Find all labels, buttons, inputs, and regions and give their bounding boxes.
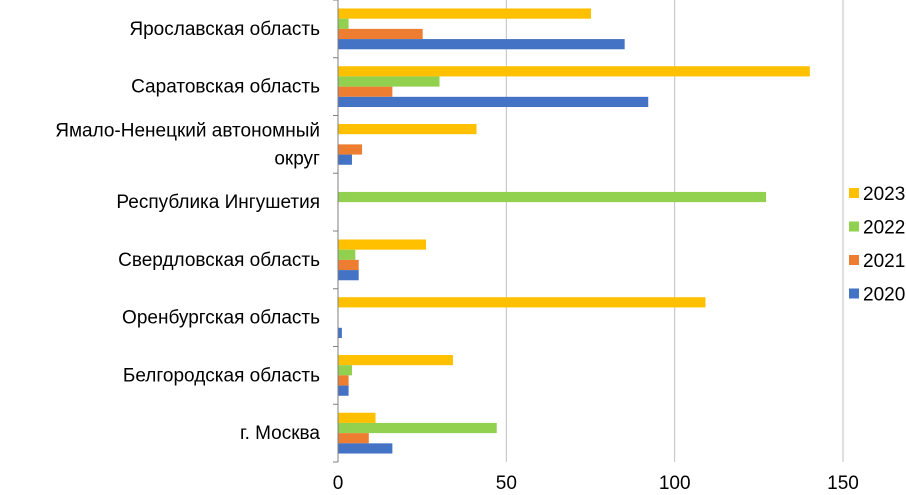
bar-2023-7 — [338, 412, 376, 423]
category-label-1: Саратовская область — [131, 77, 320, 98]
bar-2021-7 — [338, 433, 369, 444]
bar-2022-1 — [338, 76, 440, 87]
bar-2021-6 — [338, 375, 349, 386]
x-tick-label-150: 150 — [827, 473, 859, 494]
axes — [333, 0, 339, 463]
bar-2023-6 — [338, 354, 453, 366]
bars — [338, 8, 810, 454]
category-label-7: г. Москва — [240, 423, 320, 444]
legend-swatch-2020 — [849, 288, 859, 299]
category-label-line: округ — [274, 148, 320, 169]
category-label-0: Ярославская область — [129, 19, 320, 40]
category-label-line: г. Москва — [240, 423, 320, 444]
bar-2021-4 — [338, 259, 359, 271]
category-label-line: Саратовская область — [131, 77, 320, 98]
tick-labels: 0 50 100 150 — [333, 473, 859, 494]
category-label-line: Ярославская область — [129, 19, 320, 40]
gridlines — [505, 0, 844, 462]
legend-label-2020: 2020 — [863, 285, 905, 306]
bar-2021-0 — [338, 28, 423, 40]
bar-2020-4 — [338, 270, 359, 281]
bar-2022-4 — [338, 249, 356, 260]
category-label-6: Белгородская область — [123, 365, 320, 386]
legend-label-2021: 2021 — [863, 251, 905, 272]
category-label-4: Свердловская область — [118, 250, 320, 271]
legend-label-2023: 2023 — [863, 184, 905, 205]
bar-2021-1 — [338, 86, 393, 97]
legend: 2023 2022 2021 2020 — [849, 184, 905, 306]
bar-2022-3 — [338, 191, 767, 203]
x-tick-label-100: 100 — [659, 473, 691, 494]
bar-2023-5 — [338, 297, 706, 308]
bar-2023-4 — [338, 239, 427, 250]
legend-swatch-2021 — [849, 255, 859, 265]
legend-swatch-2022 — [849, 221, 859, 232]
bar-2021-2 — [338, 144, 363, 155]
category-labels: Ярославская область Саратовская область Ям… — [55, 19, 320, 444]
bar-2023-0 — [338, 8, 591, 19]
x-tick-label-50: 50 — [496, 473, 517, 494]
bar-2022-0 — [338, 18, 349, 29]
legend-swatch-2023 — [849, 188, 859, 198]
bar-2020-0 — [338, 39, 625, 50]
legend-label-2022: 2022 — [863, 218, 905, 239]
bar-2020-5 — [338, 327, 342, 339]
category-label-line: Оренбургская область — [122, 308, 320, 329]
category-label-line: Белгородская область — [123, 365, 320, 386]
category-label-2: Ямало-Ненецкий автономный округ — [55, 120, 320, 169]
category-label-line: Ямало-Ненецкий автономный — [55, 120, 320, 141]
x-tick-label-0: 0 — [333, 473, 344, 494]
bar-2020-7 — [338, 443, 393, 454]
category-label-line: Свердловская область — [118, 250, 320, 271]
category-label-3: Республика Ингушетия — [116, 192, 320, 213]
bar-2023-1 — [338, 66, 810, 77]
bar-2020-2 — [338, 154, 352, 165]
bar-2020-1 — [338, 96, 649, 108]
bar-2023-2 — [338, 123, 477, 135]
bar-2022-7 — [338, 422, 497, 434]
bar-2020-6 — [338, 385, 349, 396]
category-label-line: Республика Ингушетия — [116, 192, 320, 213]
bar-2022-6 — [338, 365, 352, 376]
category-label-5: Оренбургская область — [122, 308, 320, 329]
